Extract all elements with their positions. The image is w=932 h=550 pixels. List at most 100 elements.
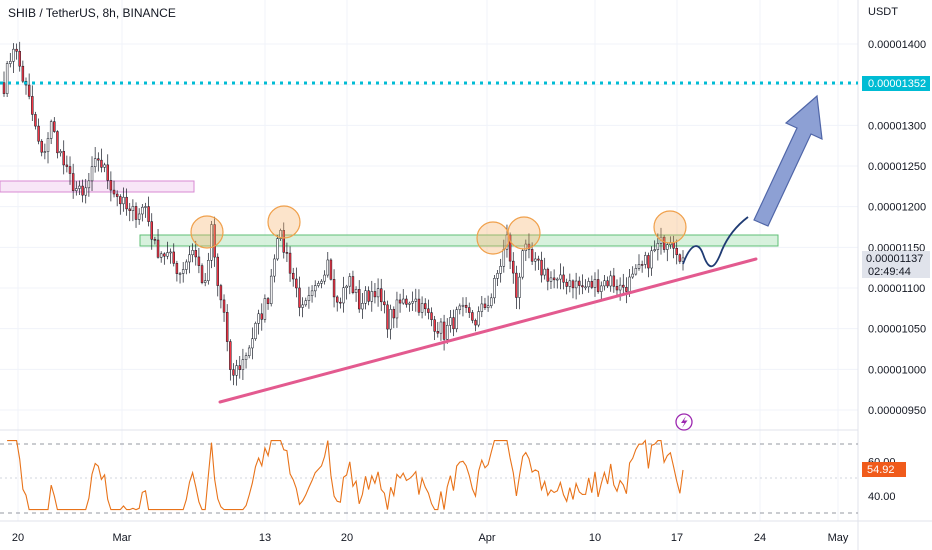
- candle: [210, 220, 213, 269]
- rsi-pane: [0, 439, 858, 514]
- candle: [493, 274, 496, 304]
- candle: [574, 272, 578, 300]
- candle: [134, 202, 138, 228]
- candle: [584, 279, 587, 291]
- projection-arrow[interactable]: [753, 94, 823, 227]
- touch-circle[interactable]: [507, 216, 541, 250]
- price-tick-label: 0.00001200: [868, 202, 926, 214]
- touch-circle[interactable]: [267, 205, 301, 239]
- rsi-value-label: 54.92: [867, 464, 895, 476]
- candle: [125, 188, 128, 216]
- touch-circle[interactable]: [653, 210, 687, 244]
- candle: [49, 119, 53, 145]
- candle: [392, 306, 396, 329]
- candle: [254, 321, 257, 341]
- candle: [600, 281, 603, 300]
- candle: [427, 299, 430, 320]
- projection-wave[interactable]: [682, 216, 749, 268]
- candle: [216, 253, 219, 297]
- candle: [219, 283, 223, 309]
- candle: [480, 296, 484, 318]
- candlestick-series: [2, 41, 685, 386]
- candle: [119, 194, 122, 215]
- candle: [122, 187, 125, 212]
- resistance-zone[interactable]: [139, 234, 779, 247]
- touch-circle[interactable]: [476, 221, 510, 255]
- time-tick-label: 13: [259, 532, 271, 544]
- candle: [150, 213, 153, 250]
- candle: [75, 181, 78, 196]
- candle: [191, 243, 194, 263]
- magenta-zone[interactable]: [0, 180, 195, 193]
- candle: [260, 303, 263, 331]
- candle: [351, 270, 355, 295]
- candle: [405, 295, 408, 308]
- candle: [439, 318, 443, 341]
- candle: [81, 179, 84, 203]
- candle: [128, 202, 131, 222]
- candle: [565, 278, 568, 295]
- candle: [499, 258, 502, 283]
- time-tick-label: Apr: [478, 532, 495, 544]
- candle: [65, 155, 69, 173]
- candle: [97, 152, 100, 172]
- candle: [524, 239, 528, 261]
- resistance-price-label: 0.00001352: [868, 78, 926, 90]
- candle: [546, 267, 550, 291]
- candle: [46, 132, 50, 164]
- candle: [675, 239, 678, 265]
- candle: [295, 267, 298, 298]
- candle: [185, 259, 188, 275]
- candle: [606, 276, 609, 288]
- price-axis-ticks[interactable]: 0.000014000.000013500.000013000.00001250…: [868, 39, 926, 417]
- candle: [194, 240, 197, 266]
- candle: [266, 297, 270, 310]
- candle: [581, 274, 584, 295]
- touch-circle[interactable]: [190, 215, 224, 249]
- rsi-tick-label: 40.00: [868, 491, 896, 503]
- last-price-tag: 0.00001137 02:49:44: [862, 251, 930, 278]
- candle: [603, 275, 606, 291]
- candle: [131, 199, 135, 222]
- candle: [373, 283, 377, 304]
- candle: [317, 280, 320, 288]
- candle: [200, 263, 204, 285]
- candle: [666, 243, 669, 262]
- candle: [483, 297, 487, 310]
- candle: [647, 252, 650, 278]
- candle: [24, 77, 28, 95]
- candle: [188, 246, 191, 274]
- ascending-trendline[interactable]: [218, 257, 758, 404]
- candle: [417, 289, 421, 316]
- candle: [34, 111, 37, 130]
- rsi-value-tag: 54.92: [862, 462, 906, 477]
- candle: [436, 321, 440, 338]
- time-tick-label: 20: [341, 532, 353, 544]
- candle: [389, 304, 392, 340]
- candle: [370, 280, 374, 312]
- candle: [348, 273, 352, 295]
- candle: [446, 318, 449, 344]
- candle: [534, 252, 537, 271]
- candle: [361, 292, 364, 319]
- candle: [90, 156, 94, 192]
- grid-lines: [0, 0, 858, 521]
- candle: [662, 235, 666, 253]
- candle: [508, 232, 512, 269]
- price-tick-label: 0.00001250: [868, 161, 926, 173]
- candle: [587, 277, 590, 293]
- candle: [540, 251, 543, 283]
- candle: [618, 277, 622, 301]
- candle: [247, 345, 251, 359]
- candle: [590, 275, 594, 290]
- candle: [449, 310, 452, 333]
- time-tick-label: 17: [671, 532, 683, 544]
- candle: [323, 270, 326, 285]
- candle: [9, 52, 12, 68]
- candle: [411, 291, 414, 311]
- candle: [518, 272, 521, 310]
- lightning-icon[interactable]: [675, 413, 693, 431]
- candle: [634, 264, 638, 276]
- time-axis-ticks[interactable]: 20 Mar 13 20 Apr 10 17 24 May: [12, 532, 849, 544]
